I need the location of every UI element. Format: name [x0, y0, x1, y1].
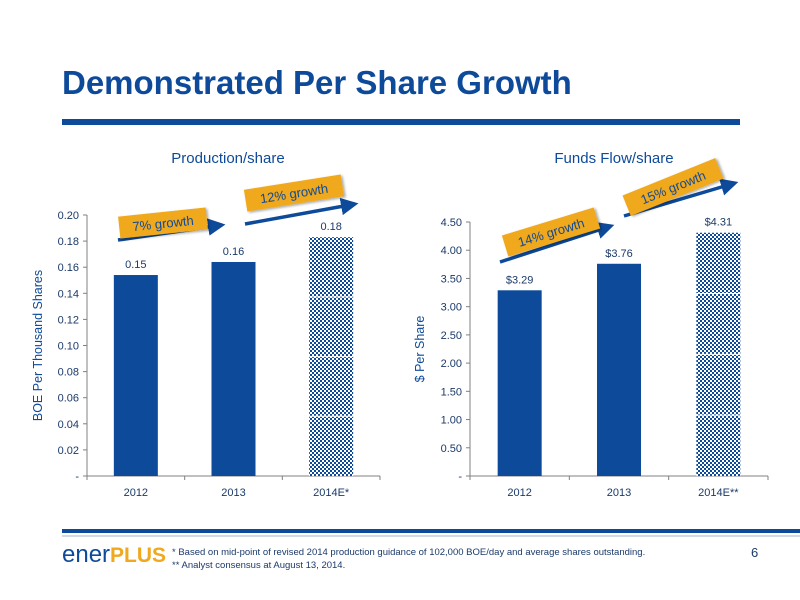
growth-arrow: [499, 221, 615, 264]
y-tick-label: -: [75, 471, 79, 483]
data-label: 0.15: [125, 259, 146, 271]
y-tick-label: 1.00: [441, 415, 462, 427]
logo-text-ener: ener: [62, 541, 111, 568]
x-tick-label: 2014E*: [313, 487, 350, 499]
y-tick-label: 0.04: [58, 419, 79, 431]
bar-2012: [497, 290, 542, 476]
logo-text-plus: PLUS: [110, 544, 167, 567]
footer-divider-light: [62, 535, 800, 537]
growth-label-box: [622, 158, 724, 216]
y-tick-label: 0.08: [58, 367, 79, 379]
y-tick-label: 2.50: [441, 330, 462, 342]
y-tick-label: 2.00: [441, 358, 462, 370]
chart-title: Production/share: [171, 150, 284, 167]
data-label: $4.31: [705, 217, 733, 229]
y-tick-label: 4.50: [441, 217, 462, 229]
y-tick-label: 0.18: [58, 236, 79, 248]
y-tick-label: -: [458, 471, 462, 483]
y-tick-label: 0.06: [58, 393, 79, 405]
data-label: $3.76: [605, 248, 633, 260]
x-tick-label: 2013: [607, 487, 631, 499]
x-tick-label: 2012: [507, 487, 531, 499]
y-tick-label: 0.14: [58, 288, 79, 300]
y-tick-label: 0.20: [58, 210, 79, 222]
growth-label-box: [243, 174, 345, 212]
footnote-1: * Based on mid-point of revised 2014 pro…: [172, 547, 646, 558]
x-tick-label: 2013: [221, 487, 245, 499]
growth-label: 14% growth: [501, 207, 601, 257]
y-tick-label: 0.10: [58, 341, 79, 353]
y-tick-label: 3.00: [441, 302, 462, 314]
y-tick-label: 0.12: [58, 314, 79, 326]
growth-label-box: [501, 207, 601, 257]
data-label: $3.29: [506, 274, 534, 286]
y-axis-label: BOE Per Thousand Shares: [31, 270, 45, 421]
y-tick-label: 0.02: [58, 445, 79, 457]
chart-title: Funds Flow/share: [554, 150, 673, 167]
footnote-2: ** Analyst consensus at August 13, 2014.: [172, 560, 346, 571]
data-label: 0.18: [320, 221, 341, 233]
enerplus-logo: enerPLUS: [62, 541, 166, 569]
y-tick-label: 0.16: [58, 262, 79, 274]
growth-label: 7% growth: [118, 207, 208, 239]
y-axis-label: $ Per Share: [413, 316, 427, 383]
footer-divider: [62, 529, 800, 533]
growth-arrow: [244, 197, 359, 226]
growth-label: 12% growth: [243, 174, 345, 212]
bar-2013: [597, 263, 641, 476]
data-label: 0.16: [223, 246, 244, 258]
page-number: 6: [751, 545, 759, 560]
bar-2012: [113, 275, 158, 476]
page-title: Demonstrated Per Share Growth: [62, 64, 572, 101]
y-tick-label: 3.50: [441, 273, 462, 285]
growth-label-box: [118, 207, 208, 239]
x-tick-label: 2014E**: [698, 487, 739, 499]
y-tick-label: 1.50: [441, 386, 462, 398]
chart-1: Production/share BOE Per Thousand Shares -…: [31, 150, 381, 499]
x-tick-label: 2012: [124, 487, 148, 499]
growth-label-text: 7% growth: [132, 213, 195, 234]
bar-2013: [211, 261, 256, 476]
chart-2: Funds Flow/share $ Per Share - 0.50 1.00 1.50…: [413, 150, 769, 499]
y-tick-label: 4.00: [441, 245, 462, 257]
title-divider: [62, 119, 740, 125]
y-tick-label: 0.50: [441, 443, 462, 455]
